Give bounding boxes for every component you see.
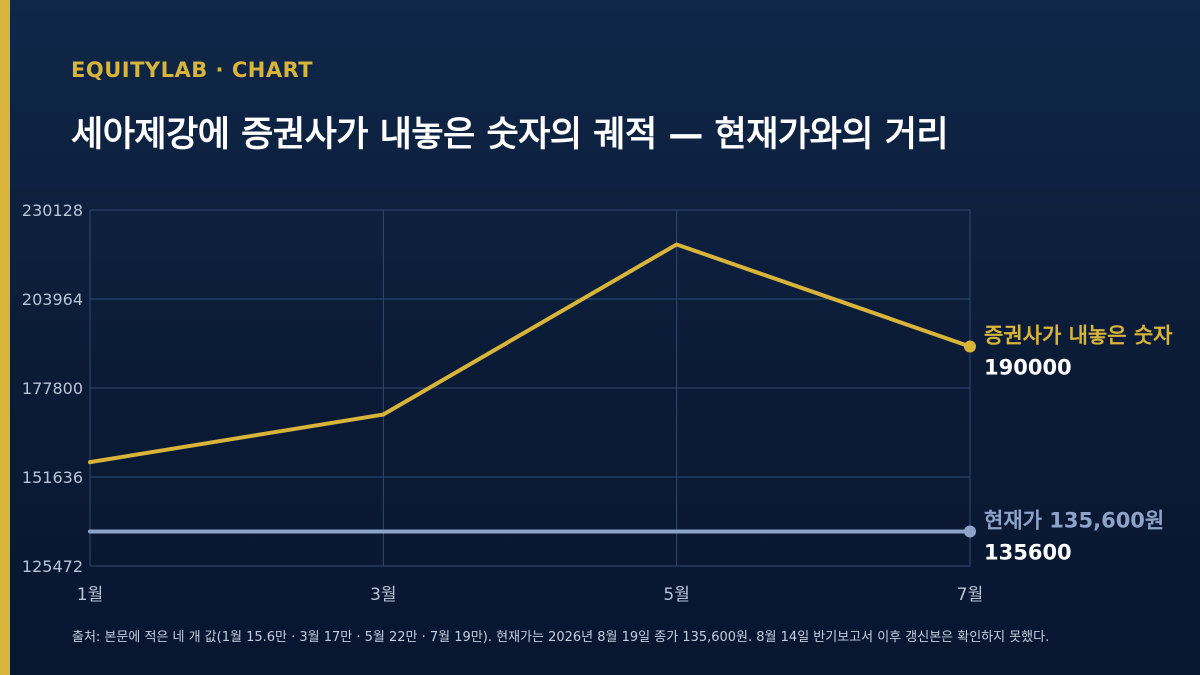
y-tick-label: 203964 [22, 290, 83, 309]
y-tick-label: 125472 [22, 557, 83, 576]
chart-series: 증권사가 내놓은 숫자 190000 현재가 135,600원 135600 [88, 242, 1173, 565]
chart-grid [89, 209, 971, 567]
y-tick-label: 177800 [22, 379, 83, 398]
kicker: EQUITYLAB · CHART [71, 58, 314, 82]
series-endpoint-0 [964, 340, 976, 353]
x-tick-label: 1월 [77, 585, 103, 605]
accent-bar [0, 0, 10, 675]
series-value-label: 135600 [984, 541, 1072, 565]
series-value-label: 190000 [984, 356, 1072, 380]
series-name-label: 증권사가 내놓은 숫자 [984, 324, 1173, 348]
y-axis-ticks: 230128 203964 177800 151636 125472 [22, 201, 83, 576]
x-axis-ticks: 1월 3월 5월 7월 [77, 585, 983, 605]
series-line-0 [88, 242, 972, 465]
series-name-label: 현재가 135,600원 [984, 509, 1164, 533]
source-note: 출처: 본문에 적은 네 개 값(1월 15.6만 · 3월 17만 · 5월 … [72, 630, 1050, 645]
series-endpoint-1 [964, 525, 976, 538]
x-tick-label: 3월 [370, 585, 396, 605]
y-tick-label: 230128 [22, 201, 83, 220]
x-tick-label: 5월 [663, 585, 689, 605]
y-tick-label: 151636 [22, 468, 83, 487]
x-tick-label: 7월 [957, 585, 983, 605]
page-title: 세아제강에 증권사가 내놓은 숫자의 궤적 — 현재가와의 거리 [71, 115, 949, 155]
